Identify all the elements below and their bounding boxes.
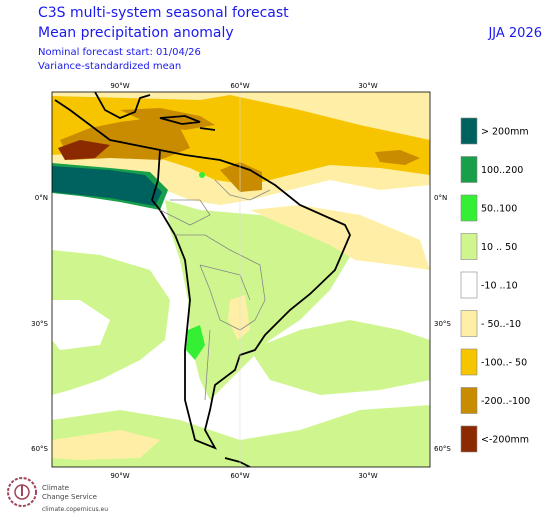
subtitle: Nominal forecast start: 01/04/26: [38, 47, 201, 58]
lat-label: 30°S: [434, 320, 451, 328]
legend: > 200mm 100..200 50..100 10 .. 50 -10 ..10 - …: [460, 117, 530, 453]
title: C3S multi-system seasonal forecast: [38, 5, 289, 21]
legend-label: -100..- 50: [481, 358, 527, 369]
legend-swatch: [460, 425, 478, 453]
legend-swatch: [460, 348, 478, 376]
lat-label: 60°S: [434, 445, 451, 453]
legend-swatch: [460, 117, 478, 145]
title: Mean precipitation anomaly: [38, 25, 234, 41]
lat-label: 30°S: [31, 320, 48, 328]
lon-label: 30°W: [358, 472, 377, 480]
logo: Climate Change Service climate.copernicu…: [7, 477, 108, 513]
season: JJA 2026: [487, 26, 542, 41]
map-frame: [51, 91, 431, 468]
legend-swatch: [460, 156, 478, 183]
lon-label: 60°W: [230, 472, 249, 480]
legend-label: <-200mm: [481, 435, 529, 446]
legend-label: -200..-100: [481, 396, 530, 407]
legend-label: 100..200: [481, 165, 523, 176]
logo-text: Change Service: [42, 493, 97, 501]
lon-label: 30°W: [358, 82, 377, 90]
legend-swatch: [460, 387, 478, 414]
lat-label: 60°S: [31, 445, 48, 453]
legend-swatch: [460, 271, 478, 299]
legend-label: - 50..-10: [481, 319, 521, 330]
anomaly-field: [52, 92, 430, 467]
lon-label: 90°W: [110, 472, 129, 480]
subtitle: Variance-standardized mean: [38, 61, 181, 72]
logo-text: Climate: [42, 484, 69, 492]
legend-swatch: [460, 233, 478, 260]
legend-swatch: [460, 194, 478, 222]
legend-label: 50..100: [481, 204, 517, 215]
lat-label: 0°N: [434, 194, 447, 202]
lon-label: 90°W: [110, 82, 129, 90]
lon-label: 60°W: [230, 82, 249, 90]
lat-label: 0°N: [35, 194, 48, 202]
logo-url: climate.copernicus.eu: [42, 506, 108, 513]
legend-label: -10 ..10: [481, 281, 518, 292]
legend-label: > 200mm: [481, 127, 529, 138]
legend-label: 10 .. 50: [481, 242, 517, 253]
legend-swatch: [460, 310, 478, 337]
